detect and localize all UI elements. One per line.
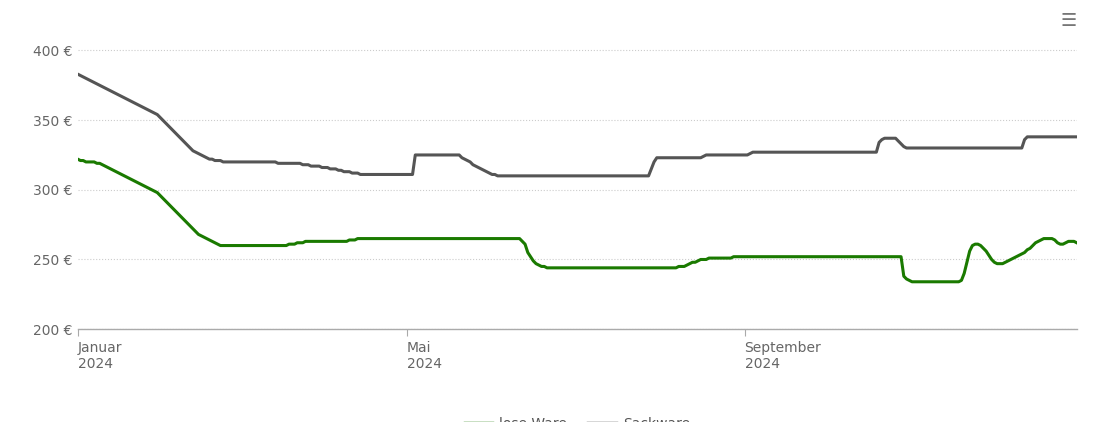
Text: ☰: ☰	[1060, 11, 1077, 30]
lose Ware	[1070, 240, 1083, 245]
Sackware	[930, 146, 944, 151]
lose Ware	[906, 279, 919, 284]
Sackware	[1070, 134, 1083, 139]
lose Ware	[71, 157, 84, 162]
lose Ware	[1026, 243, 1039, 248]
Sackware	[282, 161, 295, 166]
lose Ware	[345, 238, 359, 243]
Line: Sackware: Sackware	[78, 74, 1077, 176]
Sackware	[474, 166, 487, 171]
lose Ware	[470, 236, 483, 241]
Sackware	[345, 170, 359, 176]
lose Ware	[282, 242, 295, 247]
Legend: lose Ware, Sackware: lose Ware, Sackware	[460, 411, 695, 422]
Sackware	[71, 72, 84, 77]
lose Ware	[930, 279, 944, 284]
Sackware	[470, 164, 483, 169]
Sackware	[491, 173, 504, 179]
Line: lose Ware: lose Ware	[78, 159, 1077, 282]
lose Ware	[474, 236, 487, 241]
Sackware	[1026, 134, 1039, 139]
